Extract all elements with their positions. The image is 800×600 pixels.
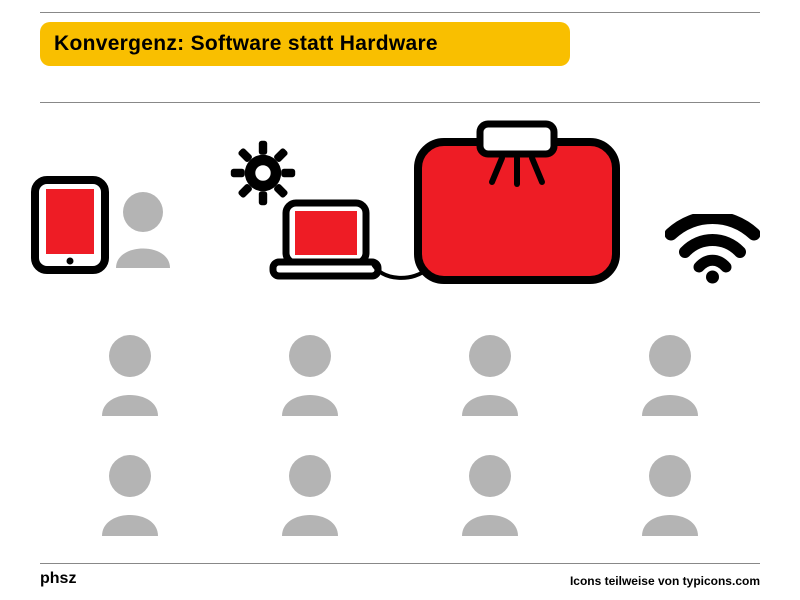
user-icon (99, 450, 161, 540)
icon-row-primary (30, 120, 770, 290)
footer-credit: Icons teilweise von typicons.com (570, 574, 760, 588)
user-icon (279, 450, 341, 540)
wifi-icon (665, 214, 760, 289)
user-icon (99, 330, 161, 420)
projector-screen-icon (412, 120, 622, 290)
slide-title: Konvergenz: Software statt Hardware (40, 22, 570, 66)
user-icon (459, 330, 521, 420)
tablet-icon (30, 175, 110, 280)
user-icon (279, 330, 341, 420)
user-row-2 (40, 450, 760, 540)
user-icon (112, 190, 174, 273)
laptop-icon (268, 198, 383, 288)
bottom-divider (40, 563, 760, 564)
user-icon (639, 330, 701, 420)
slide: Konvergenz: Software statt Hardware (0, 0, 800, 600)
user-icon (459, 450, 521, 540)
user-row-1 (40, 330, 760, 420)
footer-brand: phsz (40, 570, 76, 588)
top-divider (40, 12, 760, 13)
mid-divider (40, 102, 760, 103)
user-icon (639, 450, 701, 540)
